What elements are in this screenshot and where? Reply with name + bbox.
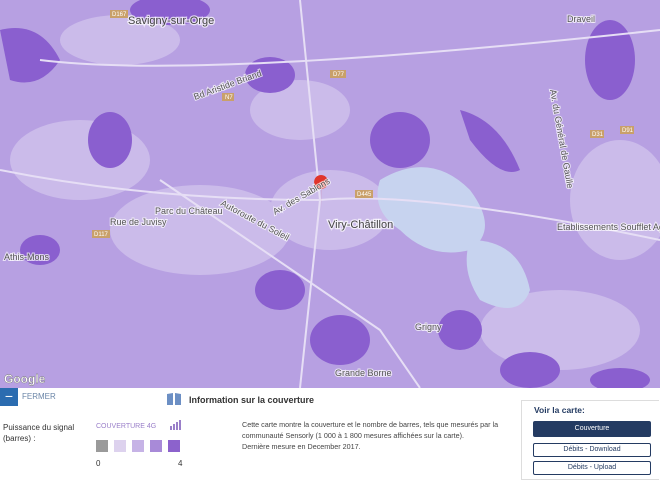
- road-label: D91: [622, 128, 634, 134]
- water: [377, 167, 530, 308]
- map[interactable]: Savigny-sur-Orge Viry-Châtillon Parc du …: [0, 0, 660, 388]
- info-text: Cette carte montre la couverture et le n…: [242, 419, 522, 452]
- location-pin[interactable]: [314, 175, 329, 210]
- road-label: D77: [333, 72, 345, 78]
- place-label: Etablissements Soufflet Agricultures: [557, 222, 660, 232]
- legend-swatch: [96, 440, 108, 452]
- scale-min: 0: [96, 459, 101, 468]
- info-paragraph: Cette carte montre la couverture et le n…: [242, 420, 499, 440]
- place-label: Grigny: [415, 322, 442, 332]
- upload-button[interactable]: Débits - Upload: [533, 461, 651, 475]
- roads: [0, 0, 660, 388]
- place-label: Athis-Mons: [4, 252, 50, 262]
- road-shields: D167 D77 D445 N7 D91 D117 D31: [92, 10, 634, 238]
- road-label: D445: [357, 192, 372, 198]
- scale-max: 4: [178, 459, 183, 468]
- legend-swatch: [168, 440, 180, 452]
- info-title: Information sur la couverture: [189, 395, 315, 405]
- view-title: Voir la carte:: [534, 405, 585, 415]
- view-box: Voir la carte: Couverture Débits - Downl…: [521, 400, 659, 480]
- legend-title: COUVERTURE 4G: [96, 423, 157, 430]
- close-label[interactable]: FERMER: [22, 392, 56, 401]
- road-label: D117: [94, 232, 109, 238]
- road-label: D31: [592, 132, 604, 138]
- place-label: Viry-Châtillon: [328, 219, 393, 231]
- road-label: N7: [225, 95, 233, 101]
- strong-coverage: [0, 0, 650, 388]
- book-icon: [167, 393, 181, 405]
- info-panel: − FERMER Puissance du signal (barres) : …: [0, 388, 660, 488]
- place-label: Parc du Château: [155, 206, 223, 216]
- legend-swatch: [132, 440, 144, 452]
- signal-label: Puissance du signal (barres) :: [3, 423, 75, 443]
- legend-swatch: [114, 440, 126, 452]
- light-coverage: [10, 15, 660, 370]
- place-label: Savigny-sur-Orge: [128, 15, 214, 27]
- place-label: Draveil: [567, 14, 595, 24]
- street-label: Rue de Juvisy: [110, 217, 167, 227]
- close-icon[interactable]: −: [0, 388, 18, 406]
- road-label: D167: [112, 12, 127, 18]
- attribution: Google: [4, 372, 46, 386]
- download-button[interactable]: Débits - Download: [533, 443, 651, 457]
- coverage-button[interactable]: Couverture: [533, 421, 651, 437]
- info-last: Dernière mesure en December 2017.: [242, 442, 361, 451]
- signal-icon: [170, 420, 181, 430]
- legend-swatch: [150, 440, 162, 452]
- place-labels: Savigny-sur-Orge Viry-Châtillon Parc du …: [3, 13, 660, 379]
- place-label: Grande Borne: [335, 368, 392, 378]
